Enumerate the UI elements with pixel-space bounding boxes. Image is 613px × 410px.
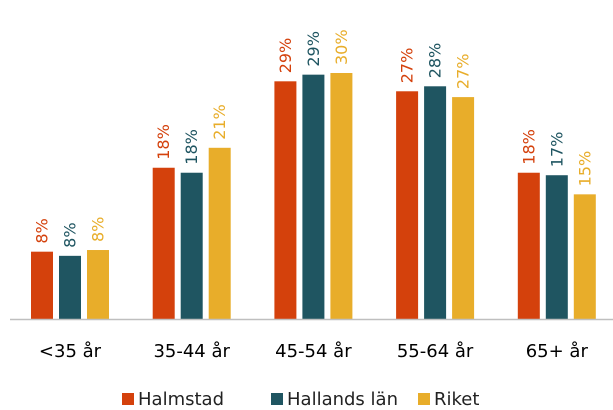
bar [330,73,353,319]
value-label: 29% [304,31,323,67]
legend-label: Riket [434,389,479,410]
legend-label: Halmstad [138,389,224,410]
value-label: 27% [398,48,417,84]
bar [424,86,447,319]
legend-swatch [418,393,430,405]
bar [517,172,540,319]
bar [59,255,81,319]
value-label: 28% [426,43,445,79]
value-label: 29% [276,38,295,74]
value-label: 15% [575,151,594,187]
x-tick-label: 35-44 år [153,341,230,362]
legend-label: Hallands län [287,389,398,410]
value-label: 18% [182,129,201,165]
bar [573,194,596,319]
value-label: 18% [154,124,173,160]
bar [31,251,53,319]
x-tick-label: 55-64 år [397,341,474,362]
value-label: 8% [33,218,52,243]
value-label: 17% [547,132,566,168]
value-label: 30% [332,29,351,65]
bar [302,74,325,319]
value-label: 8% [89,217,108,242]
bar [274,81,297,319]
bar [452,97,475,319]
legend-swatch [271,393,283,405]
legend-swatch [122,393,134,405]
x-tick-label: <35 år [39,341,102,362]
x-tick-label: 65+ år [526,341,589,362]
bar [396,91,419,319]
x-tick-label: 45-54 år [275,341,352,362]
bar [208,147,231,319]
value-label: 18% [519,129,538,165]
value-label: 8% [61,222,80,247]
bar [180,172,203,319]
value-label: 21% [210,104,229,140]
bar [152,167,175,319]
bar [87,250,109,319]
bar [545,175,568,319]
value-label: 27% [454,54,473,90]
